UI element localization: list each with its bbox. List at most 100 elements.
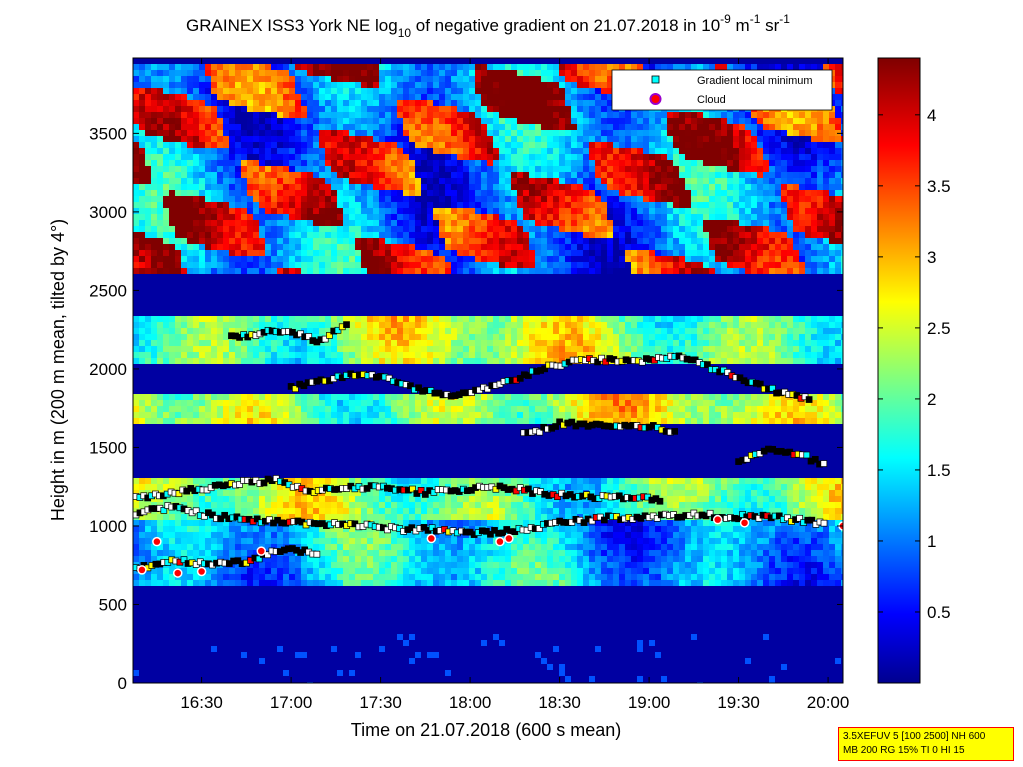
heatmap-cell xyxy=(481,142,487,148)
heatmap-cell xyxy=(385,142,391,148)
heatmap-cell xyxy=(157,292,163,298)
heatmap-cell xyxy=(193,160,199,166)
heatmap-cell xyxy=(277,238,283,244)
heatmap-cell xyxy=(649,58,655,64)
heatmap-cell xyxy=(337,70,343,76)
heatmap-cell xyxy=(421,292,427,298)
heatmap-cell xyxy=(835,136,841,142)
heatmap-cell xyxy=(409,256,415,262)
heatmap-cell xyxy=(661,58,667,64)
heatmap-cell xyxy=(709,148,715,154)
heatmap-cell xyxy=(229,196,235,202)
heatmap-cell xyxy=(541,88,547,94)
heatmap-cell xyxy=(265,232,271,238)
heatmap-cell xyxy=(475,64,481,70)
heatmap-cell xyxy=(703,124,709,130)
heatmap-cell xyxy=(397,58,403,64)
heatmap-cell xyxy=(397,160,403,166)
heatmap-cell xyxy=(373,220,379,226)
heatmap-cell xyxy=(301,202,307,208)
heatmap-cell xyxy=(151,262,157,268)
heatmap-cell xyxy=(403,256,409,262)
heatmap-cell xyxy=(841,208,843,214)
heatmap-cell xyxy=(631,58,637,64)
heatmap-cell xyxy=(151,202,157,208)
heatmap-cell xyxy=(805,244,811,250)
heatmap-cell xyxy=(415,178,421,184)
heatmap-cell xyxy=(277,256,283,262)
heatmap-cell xyxy=(397,208,403,214)
heatmap-cell xyxy=(535,184,541,190)
heatmap-cell xyxy=(565,82,571,88)
heatmap-cell xyxy=(823,208,829,214)
heatmap-cell xyxy=(205,112,211,118)
heatmap-cell xyxy=(157,106,163,112)
heatmap-cell xyxy=(511,268,517,274)
heatmap-cell xyxy=(643,172,649,178)
heatmap-cell xyxy=(343,274,349,280)
heatmap-cell xyxy=(817,304,823,310)
heatmap-cell xyxy=(229,202,235,208)
heatmap-cell xyxy=(715,172,721,178)
heatmap-cell xyxy=(211,238,217,244)
heatmap-cell xyxy=(427,232,433,238)
heatmap-cell xyxy=(331,220,337,226)
heatmap-cell xyxy=(637,262,643,268)
heatmap-cell xyxy=(217,202,223,208)
heatmap-cell xyxy=(469,130,475,136)
heatmap-cell xyxy=(625,238,631,244)
heatmap-cell xyxy=(157,88,163,94)
heatmap-cell xyxy=(439,130,445,136)
heatmap-cell xyxy=(289,70,295,76)
heatmap-cell xyxy=(679,220,685,226)
heatmap-cell xyxy=(577,250,583,256)
heatmap-cell xyxy=(739,184,745,190)
heatmap-cell xyxy=(259,244,265,250)
heatmap-cell xyxy=(253,262,259,268)
heatmap-cell xyxy=(595,208,601,214)
heatmap-cell xyxy=(349,292,355,298)
heatmap-cell xyxy=(217,274,223,280)
heatmap-cell xyxy=(697,220,703,226)
heatmap-cell xyxy=(763,250,769,256)
heatmap-cell xyxy=(145,256,151,262)
heatmap-cell xyxy=(733,274,739,280)
heatmap-cell xyxy=(403,112,409,118)
heatmap-cell xyxy=(829,304,835,310)
heatmap-cell xyxy=(283,208,289,214)
heatmap-cell xyxy=(253,214,259,220)
heatmap-cell xyxy=(295,124,301,130)
heatmap-cell xyxy=(529,298,535,304)
heatmap-cell xyxy=(733,304,739,310)
heatmap-cell xyxy=(205,76,211,82)
heatmap-cell xyxy=(283,220,289,226)
heatmap-cell xyxy=(223,208,229,214)
heatmap-cell xyxy=(241,136,247,142)
heatmap-cell xyxy=(481,154,487,160)
heatmap-cell xyxy=(799,124,805,130)
heatmap-cell xyxy=(415,262,421,268)
heatmap-cell xyxy=(613,142,619,148)
heatmap-cell xyxy=(169,82,175,88)
heatmap-cell xyxy=(187,208,193,214)
heatmap-cell xyxy=(475,76,481,82)
heatmap-cell xyxy=(583,262,589,268)
heatmap-cell xyxy=(307,238,313,244)
heatmap-cell xyxy=(553,250,559,256)
heatmap-cell xyxy=(625,160,631,166)
heatmap-cell xyxy=(661,202,667,208)
heatmap-cell xyxy=(697,214,703,220)
heatmap-cell xyxy=(529,202,535,208)
heatmap-cell xyxy=(211,166,217,172)
heatmap-cell xyxy=(673,148,679,154)
heatmap-cell xyxy=(709,208,715,214)
heatmap-cell xyxy=(163,232,169,238)
heatmap-cell xyxy=(247,64,253,70)
heatmap-cell xyxy=(781,202,787,208)
heatmap-cell xyxy=(823,220,829,226)
heatmap-cell xyxy=(223,298,229,304)
heatmap-cell xyxy=(193,172,199,178)
heatmap-cell xyxy=(709,238,715,244)
heatmap-cell xyxy=(655,214,661,220)
heatmap-cell xyxy=(283,256,289,262)
